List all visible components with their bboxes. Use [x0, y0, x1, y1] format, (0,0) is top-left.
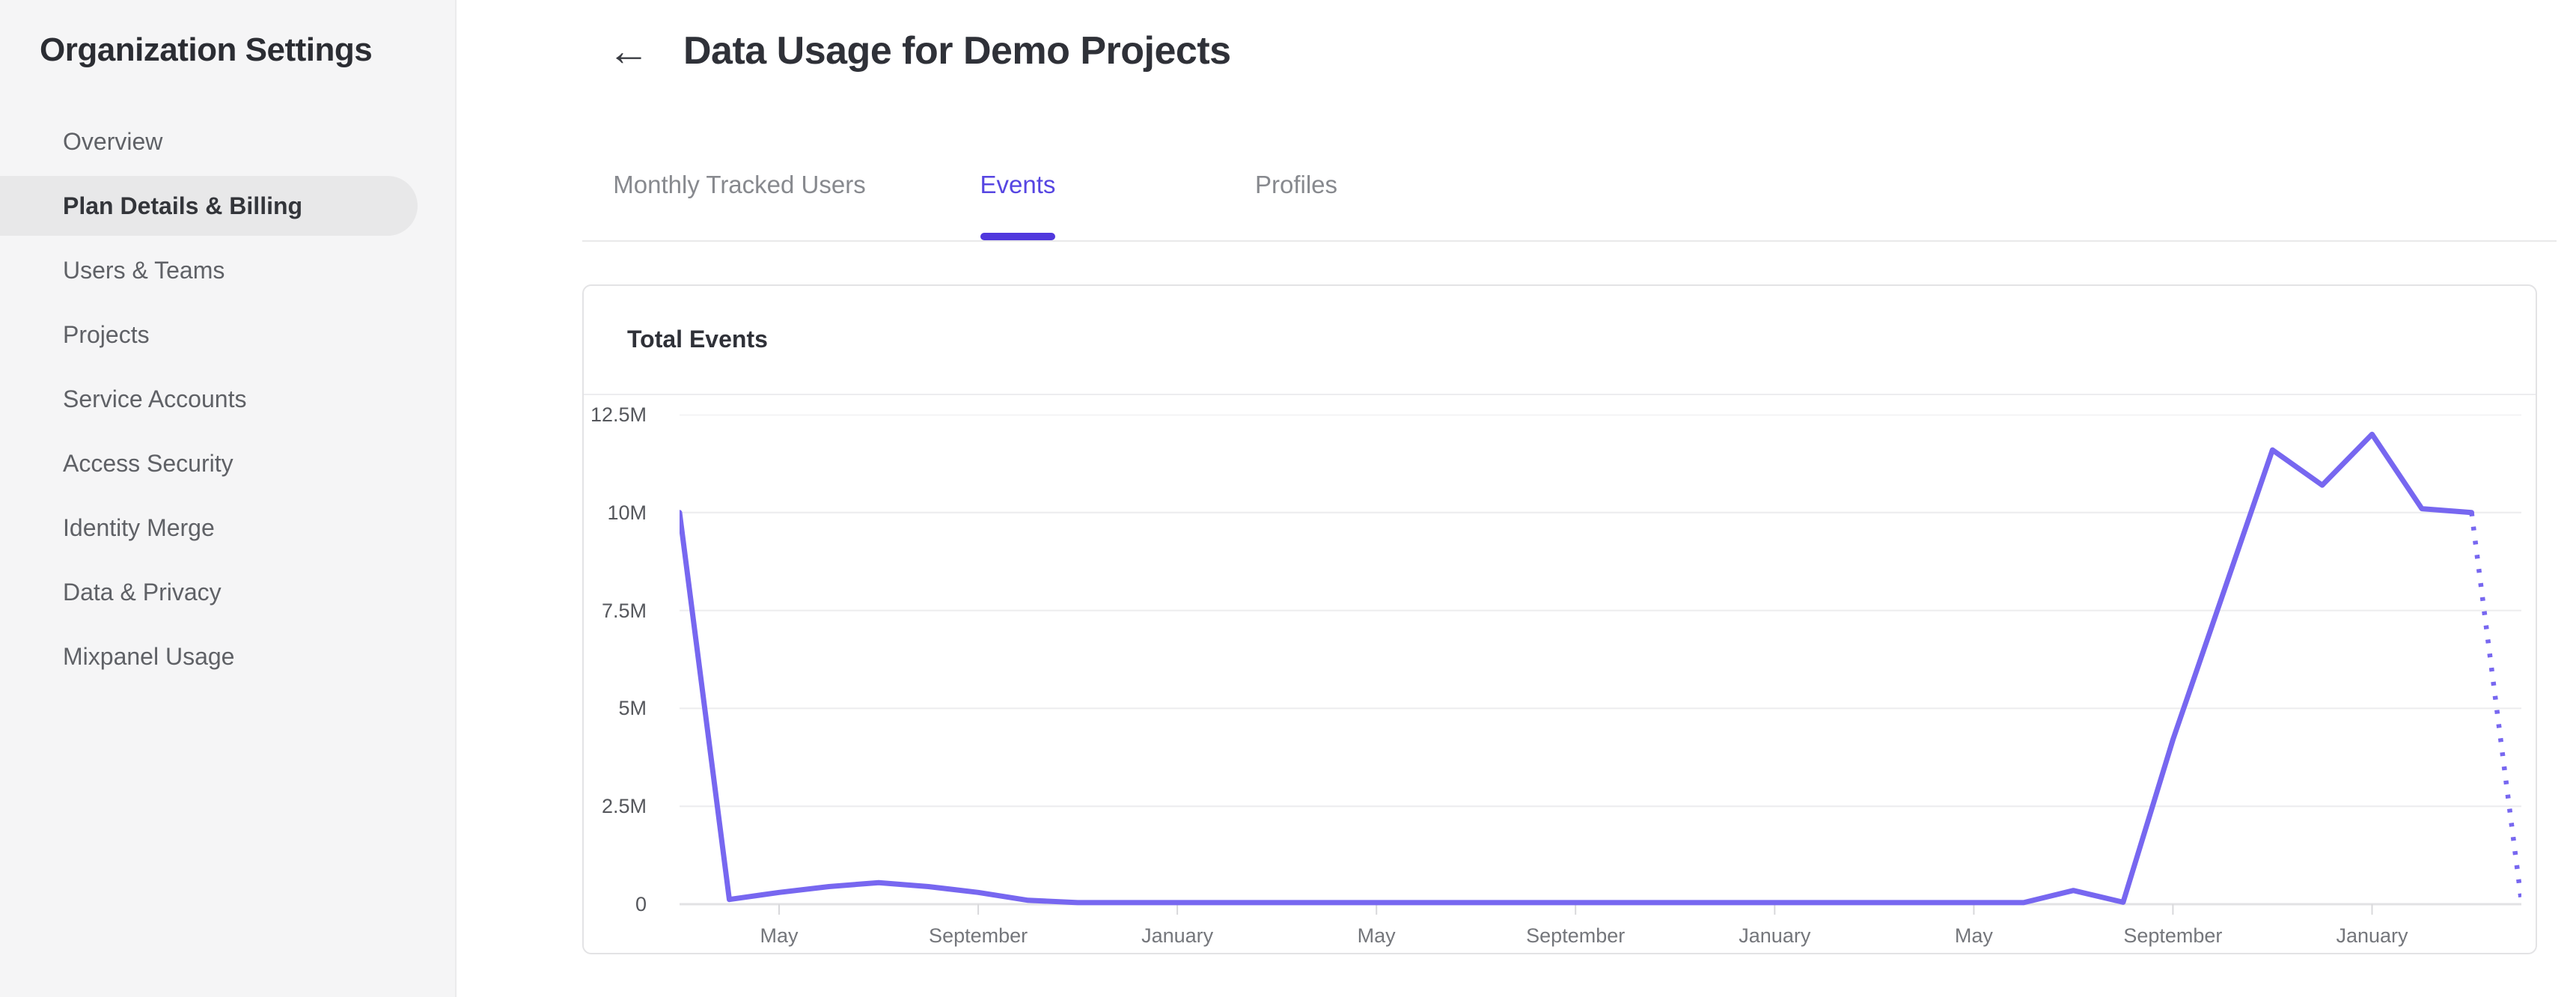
active-tab-underline [980, 233, 1055, 240]
sidebar-item-plan-details-billing[interactable]: Plan Details & Billing [0, 176, 418, 236]
back-arrow-icon: ← [608, 27, 650, 74]
sidebar-item-data-privacy[interactable]: Data & Privacy [63, 578, 222, 606]
tabs-separator [582, 240, 2557, 242]
y-axis-label: 0 [635, 892, 647, 915]
x-axis-label: January [1739, 924, 1811, 947]
page-title: Data Usage for Demo Projects [683, 29, 1231, 73]
card-header-divider [584, 394, 2536, 395]
x-axis-labels: May September January May September January Ma… [680, 922, 2521, 952]
y-axis-label: 5M [618, 697, 647, 720]
x-axis-label: January [2336, 924, 2408, 947]
x-axis-label: January [1141, 924, 1214, 947]
sidebar-item-users-teams[interactable]: Users & Teams [63, 256, 225, 284]
tab-events[interactable]: Events [980, 171, 1056, 198]
x-axis-label: May [760, 924, 799, 947]
sidebar-item-access-security[interactable]: Access Security [63, 449, 234, 477]
x-axis-label: September [2123, 924, 2223, 947]
x-axis-label: September [929, 924, 1028, 947]
sidebar-item-mixpanel-usage[interactable]: Mixpanel Usage [63, 642, 235, 670]
y-axis-label: 7.5M [601, 599, 647, 622]
x-axis-label: May [1357, 924, 1396, 947]
sidebar-title: Organization Settings [40, 31, 373, 68]
main-content: ← Data Usage for Demo Projects Monthly T… [457, 0, 2576, 997]
x-axis-label: May [1954, 924, 1993, 947]
sidebar-item-projects[interactable]: Projects [63, 320, 150, 348]
sidebar: Organization Settings Overview Plan Deta… [0, 0, 457, 997]
chart-title: Total Events [627, 326, 768, 353]
x-axis-label: September [1526, 924, 1626, 947]
sidebar-nav: Overview Plan Details & Billing Users & … [0, 112, 457, 691]
sidebar-item-overview[interactable]: Overview [63, 127, 163, 155]
sidebar-item-service-accounts[interactable]: Service Accounts [63, 385, 247, 412]
tab-bar: Monthly Tracked Users Events Profiles [600, 166, 1435, 204]
sidebar-item-identity-merge[interactable]: Identity Merge [63, 513, 215, 541]
total-events-card: Total Events 12.5M 10M 7.5M 5M 2.5M 0 Ma… [582, 284, 2537, 954]
events-line-chart [680, 415, 2521, 915]
tab-monthly-tracked-users[interactable]: Monthly Tracked Users [613, 171, 866, 198]
y-axis-labels: 12.5M 10M 7.5M 5M 2.5M 0 [584, 403, 647, 916]
y-axis-label: 2.5M [601, 795, 647, 818]
back-button[interactable]: ← [599, 24, 659, 78]
y-axis-label: 12.5M [590, 403, 647, 426]
tab-profiles[interactable]: Profiles [1254, 171, 1338, 198]
y-axis-label: 10M [607, 501, 647, 524]
